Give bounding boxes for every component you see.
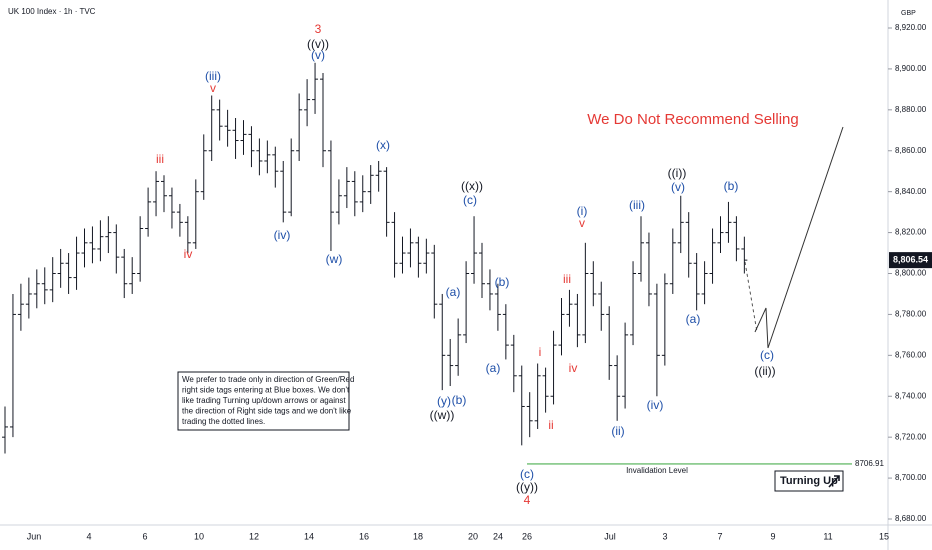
wave-label: (i) [577, 204, 588, 218]
x-tick-label: 14 [304, 531, 314, 541]
y-tick-label: 8,700.00 [895, 473, 927, 482]
symbol-title: UK 100 Index · 1h · TVC [8, 7, 96, 16]
wave-label: (y) [437, 394, 451, 408]
note-line: We prefer to trade only in direction of … [182, 375, 354, 384]
y-tick-label: 8,800.00 [895, 269, 927, 278]
wave-label: ((x)) [461, 179, 483, 193]
wave-label: (x) [376, 138, 390, 152]
x-tick-label: 3 [662, 531, 667, 541]
wave-label: ((i)) [668, 166, 687, 180]
wave-label: (w) [326, 252, 343, 266]
y-tick-label: 8,840.00 [895, 187, 927, 196]
note-border [177, 371, 350, 431]
wave-label: ((w)) [430, 408, 455, 422]
x-tick-label: 10 [194, 531, 204, 541]
last-price-box [889, 252, 932, 269]
wave-label: ii [548, 418, 553, 432]
wave-label: (b) [452, 393, 467, 407]
note-box: We prefer to trade only in direction of … [177, 371, 354, 431]
y-tick-label: 8,820.00 [895, 228, 927, 237]
wave-label: (v) [671, 180, 685, 194]
x-tick-label: 6 [142, 531, 147, 541]
wave-label: (b) [495, 275, 510, 289]
y-tick-label: 8,920.00 [895, 23, 927, 32]
x-tick-label: 7 [717, 531, 722, 541]
y-tick-label: 8,680.00 [895, 514, 927, 523]
x-tick-label: 26 [522, 531, 532, 541]
wave-label: (v) [311, 48, 325, 62]
wave-label: (c) [463, 193, 477, 207]
wave-label: iii [156, 152, 164, 166]
x-tick-label: 18 [413, 531, 423, 541]
y-tick-label: 8,720.00 [895, 432, 927, 441]
note-line: trading the dotted lines. [182, 417, 265, 426]
x-tick-label: 11 [823, 531, 832, 541]
badge-text: Turning Up [780, 475, 838, 487]
badge-arrow [828, 475, 840, 488]
wave-label: (iv) [647, 398, 664, 412]
y-tick-label: 8,740.00 [895, 391, 927, 400]
x-tick-label: Jun [27, 531, 42, 541]
wave-label: iii [563, 272, 571, 286]
wave-label: iv [184, 247, 193, 261]
x-tick-label: 16 [359, 531, 369, 541]
x-tick-label: 12 [249, 531, 259, 541]
y-tick-label: 8,860.00 [895, 146, 927, 155]
wave-label: (b) [724, 179, 739, 193]
wave-label: 4 [524, 493, 531, 507]
wave-label: (iv) [274, 228, 291, 242]
last-price-label: 8,806.54 [893, 254, 928, 264]
wave-label: (ii) [611, 424, 624, 438]
x-tick-label: 4 [86, 531, 91, 541]
wave-label: 3 [315, 22, 322, 36]
invalidation-value: 8706.91 [855, 459, 884, 468]
wave-label: (a) [686, 312, 701, 326]
wave-label: ((v)) [307, 37, 329, 51]
wave-label: (c) [520, 467, 534, 481]
wave-label: iv [569, 361, 578, 375]
y-tick-label: 8,880.00 [895, 105, 927, 114]
x-tick-label: 24 [493, 531, 503, 541]
wave-label: (c) [760, 348, 774, 362]
x-tick-label: 20 [468, 531, 478, 541]
y-tick-label: 8,780.00 [895, 310, 927, 319]
wave-label: ((y)) [516, 480, 538, 494]
wave-label: i [539, 345, 542, 359]
y-tick-label: 8,900.00 [895, 64, 927, 73]
note-line: right side tags entering at Blue boxes. … [182, 386, 350, 395]
headline: We Do Not Recommend Selling [587, 111, 798, 128]
note-line: the direction of Right side tags and we … [182, 407, 352, 416]
badge-box [774, 470, 844, 492]
wave-label: v [210, 81, 216, 95]
x-tick-label: 15 [879, 531, 889, 541]
wave-label: (a) [446, 285, 461, 299]
wave-label: (a) [486, 361, 501, 375]
x-tick-label: 9 [770, 531, 775, 541]
currency: GBP [901, 10, 916, 17]
note-line: like trading Turning up/down arrows or a… [182, 396, 346, 405]
y-tick-label: 8,760.00 [895, 350, 927, 359]
invalidation-text: Invalidation Level [626, 466, 688, 475]
wave-label: ((ii)) [754, 364, 775, 378]
wave-label: (iii) [205, 69, 221, 83]
wave-label: v [579, 216, 585, 230]
projection-path [754, 126, 844, 349]
x-tick-label: Jul [604, 531, 616, 541]
wave-label: (iii) [629, 198, 645, 212]
